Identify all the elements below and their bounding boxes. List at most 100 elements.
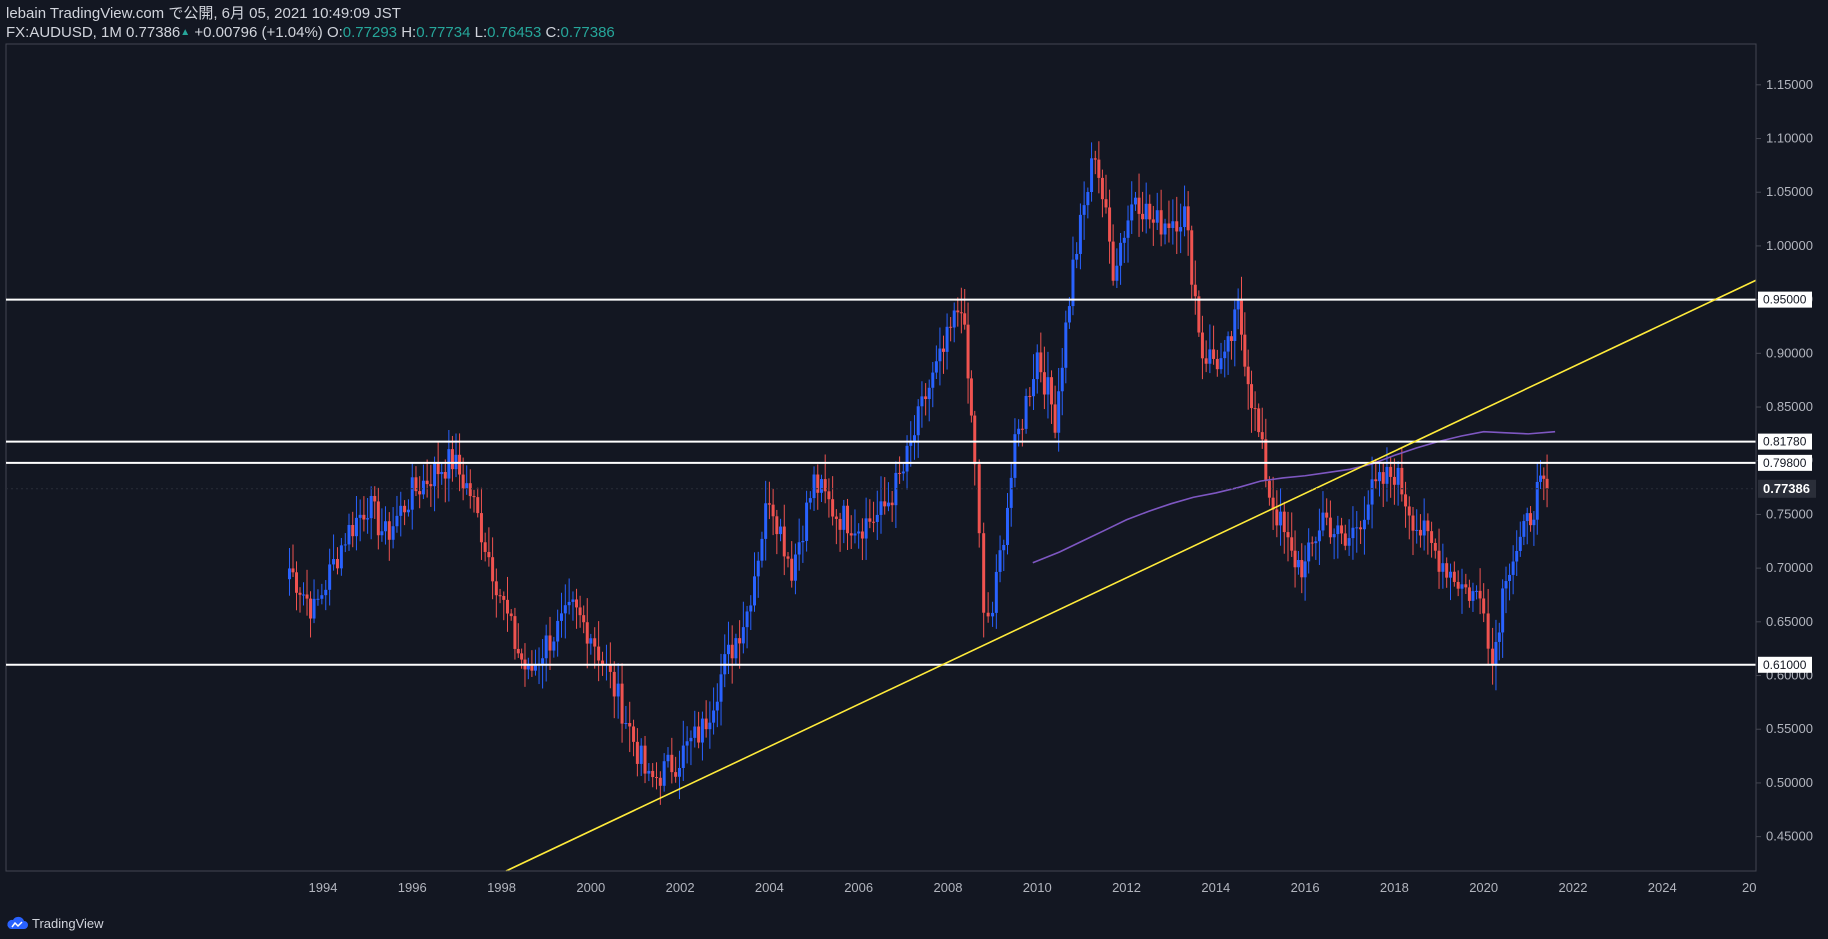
candle <box>1067 296 1071 329</box>
candle <box>812 466 816 511</box>
candle <box>1126 205 1130 263</box>
candle <box>674 756 678 783</box>
candle <box>771 488 775 536</box>
candle <box>575 588 579 629</box>
candle <box>476 487 480 518</box>
candle <box>658 771 662 805</box>
candle <box>461 457 465 501</box>
time-tick-label: 1994 <box>309 880 338 895</box>
candle <box>418 476 422 509</box>
candle <box>1418 514 1422 548</box>
candle <box>332 534 336 571</box>
candle <box>316 589 320 606</box>
candle <box>1460 568 1464 614</box>
candle <box>1407 496 1411 540</box>
candle <box>1378 462 1382 497</box>
candle <box>324 580 328 611</box>
candle <box>1204 340 1208 373</box>
candle <box>738 620 742 669</box>
candle <box>1400 446 1404 502</box>
horizontal-levels-layer <box>6 298 1756 666</box>
candle <box>1257 403 1261 438</box>
candle <box>883 477 887 515</box>
trendline-layer <box>505 279 1757 872</box>
publish-info: lebain TradingView.com で公開, 6月 05, 2021 … <box>6 5 401 22</box>
candle <box>483 532 487 562</box>
candle <box>1491 627 1495 685</box>
candle <box>287 548 291 596</box>
candle <box>704 700 708 738</box>
candle <box>1370 456 1374 529</box>
time-tick-label: 2018 <box>1380 880 1409 895</box>
time-tick-label: 1996 <box>398 880 427 895</box>
candle <box>294 561 298 611</box>
price-change: +0.00796 (+1.04%) <box>194 24 323 41</box>
price-tick-label: 0.85000 <box>1766 399 1813 414</box>
candle <box>1426 513 1430 555</box>
candle <box>612 661 616 719</box>
open-value: 0.77293 <box>342 24 398 41</box>
candle <box>1167 200 1171 243</box>
candle <box>956 297 960 327</box>
candle <box>1229 330 1233 360</box>
time-tick-label: 2022 <box>1559 880 1588 895</box>
candle <box>927 379 931 422</box>
candle <box>1362 496 1366 555</box>
candle <box>801 525 805 563</box>
time-axis[interactable]: 1994 1996 1998 2000 2002 2004 2006 2008 2010 2012… <box>6 870 1756 895</box>
trendline[interactable] <box>505 279 1757 872</box>
candle <box>291 544 295 578</box>
candle <box>487 527 491 567</box>
moving-average-line[interactable] <box>1032 430 1556 564</box>
time-tick-label: 1998 <box>487 880 516 895</box>
candle <box>1090 142 1094 202</box>
candle <box>1539 460 1543 490</box>
candle <box>468 469 472 509</box>
tradingview-cloud-icon <box>7 916 28 929</box>
high-value: 0.77734 <box>416 24 471 41</box>
candle <box>952 302 956 343</box>
candle <box>406 499 410 517</box>
candle <box>383 506 387 545</box>
candle <box>1060 347 1064 416</box>
level-price-tag <box>1758 433 1812 450</box>
candle <box>1532 510 1536 546</box>
candle <box>715 683 719 728</box>
candle <box>726 621 730 675</box>
price-tick-label: 1.10000 <box>1766 131 1813 146</box>
candle <box>779 518 783 542</box>
candle <box>373 486 377 519</box>
candle <box>589 633 593 655</box>
candle <box>1303 545 1307 601</box>
candle <box>1137 173 1141 237</box>
candle <box>1155 192 1159 231</box>
time-tick-label: 2002 <box>666 880 695 895</box>
candle <box>1243 312 1247 377</box>
high-label: H: <box>401 24 417 41</box>
candle <box>1494 619 1498 691</box>
candle <box>1223 339 1227 378</box>
candle <box>513 607 517 660</box>
candle <box>1179 203 1183 254</box>
candle <box>387 512 391 561</box>
candle <box>1529 506 1533 532</box>
candle <box>1100 169 1104 218</box>
candle <box>1130 181 1134 234</box>
candle <box>786 552 790 568</box>
candle <box>760 531 764 568</box>
price-axis[interactable]: 0.450000.500000.550000.600000.650000.700… <box>6 44 1816 871</box>
candle <box>1293 530 1297 588</box>
candle <box>429 464 433 507</box>
candle <box>1046 351 1050 419</box>
candle <box>403 500 407 526</box>
candle <box>376 487 380 550</box>
symbol-label[interactable]: FX:AUDUSD, 1M <box>6 24 122 41</box>
candle <box>966 302 970 404</box>
candle <box>1133 191 1137 211</box>
candle <box>1433 538 1437 559</box>
candle <box>559 592 563 638</box>
candle <box>782 504 786 576</box>
candle <box>1307 528 1311 574</box>
candle <box>662 753 666 792</box>
